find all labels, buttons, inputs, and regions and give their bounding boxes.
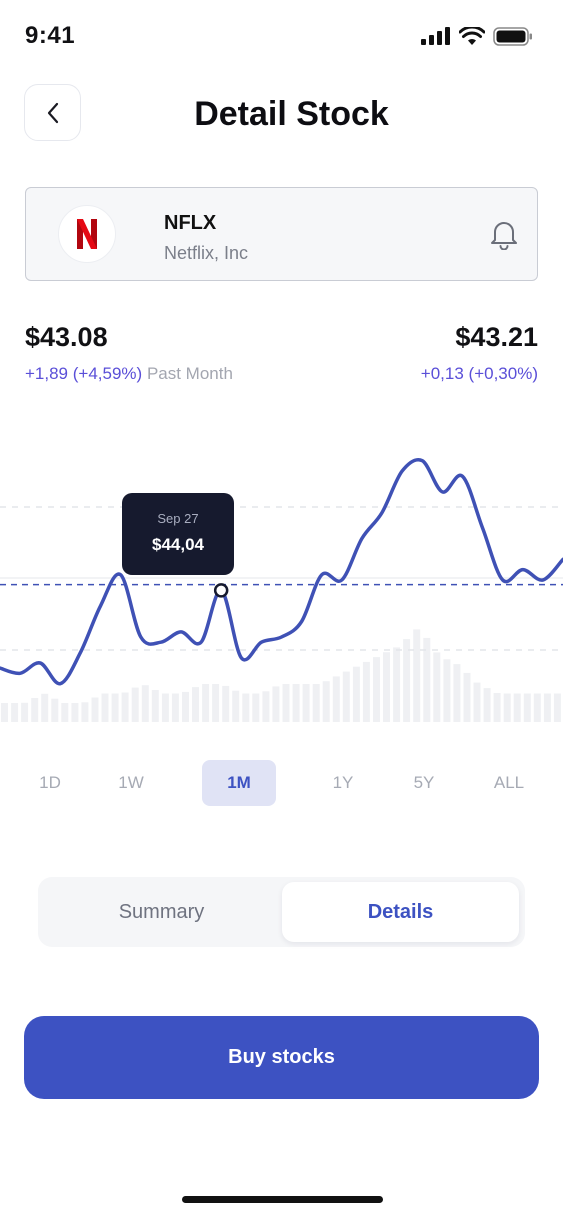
price-line [0,457,563,686]
volume-bar [543,693,551,722]
range-all[interactable]: ALL [493,773,525,792]
volume-bar [222,685,230,722]
volume-bar [453,664,461,722]
home-indicator [182,1196,383,1203]
battery-icon [493,26,532,46]
volume-bar [212,684,220,722]
range-5y[interactable]: 5Y [413,773,435,792]
volume-bar [292,684,300,722]
volume-bar [11,703,19,722]
volume-bar [433,652,441,722]
volume-bar [252,693,260,722]
reference-price: $43.21 [455,322,538,352]
volume-bar [282,684,290,722]
volume-bar [302,684,310,722]
volume-bar [202,684,210,722]
price-change-left: +1,89 (+4,59%) Past Month [25,364,233,384]
stock-card[interactable]: NFLX Netflix, Inc [25,187,538,281]
signal-icon [421,27,450,45]
volume-bar [553,693,561,722]
volume-bar [463,672,471,722]
range-1y[interactable]: 1Y [332,773,354,792]
volume-bar [232,690,240,722]
change-period: Past Month [146,364,233,383]
volume-bar [262,691,270,722]
volume-bar [61,703,69,722]
volume-bar [413,629,421,722]
segmented-control: Summary Details [38,877,525,947]
volume-bar [533,693,541,722]
volume-bar [242,693,250,722]
tab-summary[interactable]: Summary [118,901,205,923]
buy-stocks-button[interactable]: Buy stocks [24,1016,539,1099]
volume-bar [81,702,89,722]
current-price: $43.08 [25,322,108,352]
volume-bar [383,652,390,722]
price-chart[interactable] [0,400,563,730]
volume-bar [423,637,431,722]
volume-bar [31,698,39,722]
volume-bar [101,693,109,722]
tooltip-date: Sep 27 [157,511,199,526]
chevron-left-icon [47,102,58,123]
volume-bar [513,693,521,722]
status-time: 9:41 [25,22,76,49]
volume-bar [443,659,451,722]
volume-bar [342,671,350,722]
stock-ticker: NFLX [164,212,217,234]
volume-bar [121,692,129,722]
volume-bar [111,693,119,722]
volume-bar [332,676,340,722]
volume-bar [473,682,481,722]
volume-bars [1,629,561,722]
volume-bar [51,698,59,722]
netflix-logo-icon [77,219,97,249]
page-title: Detail Stock [194,95,389,133]
volume-bar [523,693,531,722]
wifi-icon [459,26,485,45]
company-name: Netflix, Inc [164,243,249,263]
volume-bar [171,693,179,722]
volume-bar [141,685,149,722]
chart-tooltip: Sep 27 $44,04 [122,493,234,575]
volume-bar [91,697,99,722]
volume-bar [503,693,511,722]
price-change-right: +0,13 (+0,30%) [420,364,538,383]
range-1d[interactable]: 1D [39,773,61,792]
range-selector: 1D 1W 1M 1Y 5Y ALL [0,760,563,806]
tab-details[interactable]: Details [282,882,519,942]
volume-bar [151,690,159,722]
volume-bar [312,684,320,722]
volume-bar [41,693,49,722]
volume-bar [362,661,370,722]
volume-bar [21,702,29,722]
volume-bar [71,703,79,722]
range-1m[interactable]: 1M [202,760,276,806]
volume-bar [483,688,491,722]
volume-bar [182,691,189,722]
selected-point-marker [213,583,229,598]
volume-bar [493,693,501,722]
volume-bar [322,681,330,722]
bell-icon[interactable] [489,218,519,250]
volume-bar [192,687,199,722]
netflix-logo [58,205,116,263]
volume-bar [393,647,401,722]
volume-bar [131,687,139,722]
volume-bar [403,639,411,722]
range-1w[interactable]: 1W [118,773,144,792]
volume-bar [161,693,169,722]
change-value-left: +1,89 (+4,59%) [25,364,143,383]
tooltip-value: $44,04 [152,535,204,554]
volume-bar [373,657,380,722]
volume-bar [272,686,280,722]
volume-bar [1,703,8,722]
status-icons [421,26,533,46]
back-button[interactable] [24,84,81,141]
volume-bar [352,666,360,722]
